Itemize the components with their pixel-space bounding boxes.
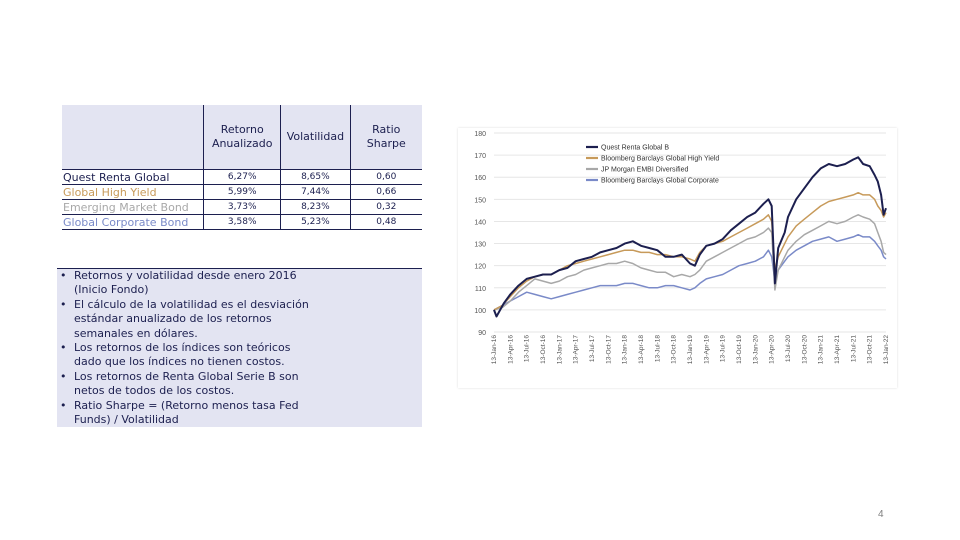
y-tick-label: 100 [474,308,486,315]
x-tick-label: 13-Jul-20 [785,335,792,362]
y-tick-label: 160 [474,175,486,182]
x-tick-label: 13-Apr-21 [834,335,841,364]
y-tick-label: 110 [475,286,486,293]
x-tick-label: 13-Jul-17 [589,335,596,362]
row-name: Global High Yield [62,184,204,200]
row-value: 3,58% [203,214,281,230]
note-item: El cálculo de la volatilidad es el desvi… [57,298,314,341]
x-tick-label: 13-Jul-21 [850,335,857,362]
legend-label: JP Morgan EMBI Diversified [601,167,689,174]
series-line [493,233,887,311]
x-tick-label: 13-Apr-17 [573,335,580,364]
row-value: 0,48 [349,214,422,230]
row-value: 8,23% [280,199,351,215]
legend-label: Bloomberg Barclays Global High Yield [601,156,719,163]
x-tick-label: 13-Jan-20 [752,335,759,365]
row-value: 7,44% [280,184,351,200]
page-number: 4 [878,509,884,520]
series-line [493,156,887,318]
row-value: 8,65% [280,169,351,185]
row-value: 3,73% [203,199,281,215]
x-tick-label: 13-Jan-16 [491,335,498,365]
note-item: Los retornos de los índices son teóricos… [57,341,314,370]
x-tick-label: 13-Jan-17 [556,335,563,365]
x-tick-label: 13-Oct-16 [540,335,547,364]
x-tick-label: 13-Jul-16 [524,335,531,362]
table-row: Emerging Market Bond 3,73% 8,23% 0,32 [62,199,422,215]
x-tick-label: 13-Apr-16 [507,335,514,364]
y-tick-label: 130 [474,242,486,249]
row-value: 6,27% [203,169,281,185]
legend-label: Bloomberg Barclays Global Corporate [601,178,719,185]
row-value: 5,23% [280,214,351,230]
x-tick-label: 13-Apr-20 [769,335,776,364]
x-tick-label: 13-Apr-19 [703,335,710,364]
header-retorno: Retorno Anualizado [203,105,281,170]
header-sharpe: Ratio Sharpe [349,105,422,170]
row-name: Quest Renta Global [62,169,204,185]
header-volatilidad: Volatilidad [280,105,351,170]
performance-chart: 90 100 110 120 130 140 150 160 170 180 13-Jan-16 13… [458,128,897,388]
note-item: Ratio Sharpe = (Retorno menos tasa Fed F… [57,399,314,428]
y-tick-label: 120 [474,264,486,271]
y-tick-label: 180 [474,131,486,138]
series-line [493,191,887,311]
x-tick-label: 13-Jan-18 [622,335,629,365]
row-name: Global Corporate Bond [62,214,204,230]
table-row: Global High Yield 5,99% 7,44% 0,66 [62,184,422,200]
y-tick-label: 90 [478,330,486,337]
x-tick-label: 13-Jan-22 [883,335,890,365]
row-value: 0,60 [349,169,422,185]
x-tick-label: 13-Apr-18 [638,335,645,364]
x-tick-label: 13-Jan-21 [818,335,825,365]
notes-list: Retornos y volatilidad desde enero 2016 … [57,269,422,427]
table-header-row: Retorno Anualizado Volatilidad Ratio Sha… [62,105,422,170]
x-tick-label: 13-Oct-21 [867,335,874,364]
x-tick-label: 13-Jul-18 [654,335,661,362]
x-tick-label: 13-Jul-19 [720,335,727,362]
y-tick-label: 150 [474,197,486,204]
table-row: Quest Renta Global 6,27% 8,65% 0,60 [62,169,422,185]
x-tick-label: 13-Oct-19 [736,335,743,364]
series-line [493,214,887,311]
x-tick-label: 13-Oct-18 [671,335,678,364]
header-blank [62,105,204,170]
x-tick-label: 13-Oct-20 [801,335,808,364]
note-item: Los retornos de Renta Global Serie B son… [57,370,314,399]
performance-table: Retorno Anualizado Volatilidad Ratio Sha… [62,105,422,230]
row-value: 0,66 [349,184,422,200]
notes-box: Retornos y volatilidad desde enero 2016 … [57,268,422,427]
x-tick-label: 13-Jan-19 [687,335,694,365]
y-tick-label: 170 [474,153,486,160]
table-row: Global Corporate Bond 3,58% 5,23% 0,48 [62,214,422,230]
y-tick-label: 140 [474,219,486,226]
row-value: 0,32 [349,199,422,215]
x-tick-label: 13-Oct-17 [605,335,612,364]
legend-label: Quest Renta Global B [601,145,669,152]
row-value: 5,99% [203,184,281,200]
row-name: Emerging Market Bond [62,199,204,215]
chart-svg: 90 100 110 120 130 140 150 160 170 180 13-Jan-16 13… [474,131,890,365]
note-item: Retornos y volatilidad desde enero 2016 … [57,269,314,298]
